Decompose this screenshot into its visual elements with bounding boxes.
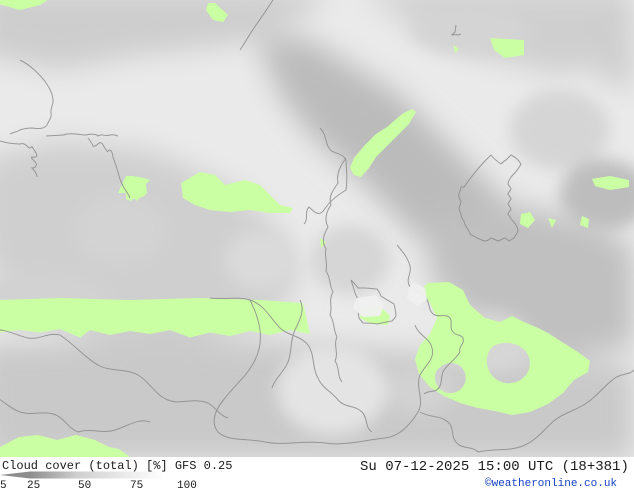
svg-text:50: 50 (78, 480, 91, 490)
svg-text:Cloud cover (total) [%] GFS 0.: Cloud cover (total) [%] GFS 0.25 (2, 459, 232, 473)
svg-text:100: 100 (177, 480, 197, 490)
svg-text:©weatheronline.co.uk: ©weatheronline.co.uk (485, 478, 617, 490)
svg-text:5: 5 (0, 480, 7, 490)
svg-text:25: 25 (27, 480, 40, 490)
svg-text:75: 75 (130, 480, 143, 490)
svg-text:Su 07-12-2025 15:00 UTC (18+38: Su 07-12-2025 15:00 UTC (18+381) (360, 459, 629, 475)
